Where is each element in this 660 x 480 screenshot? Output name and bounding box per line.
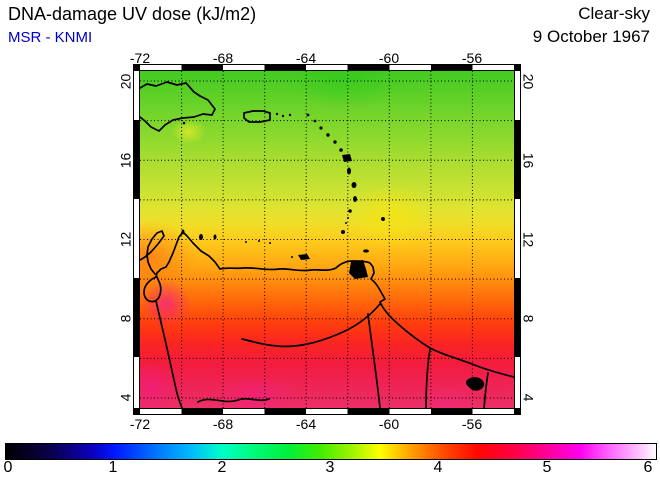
page-title: DNA-damage UV dose (kJ/m2) (8, 4, 257, 24)
st-lucia-island (353, 196, 357, 202)
lat-tick-label-west: 12 (117, 231, 134, 248)
map-overlay-svg (140, 71, 514, 408)
aruba-island (181, 229, 185, 235)
frame-band-west (134, 71, 140, 408)
border-suriname-guiana (483, 372, 489, 408)
river-lake-feature (466, 377, 485, 391)
lat-tick-label-east: 12 (520, 231, 537, 248)
south-america-coastline (140, 230, 514, 378)
lat-tick-label-east: 20 (520, 73, 537, 90)
colorbar (5, 443, 657, 460)
frame-band-east (514, 71, 520, 408)
frame-corner (134, 408, 140, 414)
data-source-label: MSR - KNMI (8, 29, 93, 46)
barbados-island (381, 217, 385, 221)
uv-dose-map (140, 71, 514, 408)
colorbar-tick-label: 4 (433, 459, 443, 476)
colorbar-gradient (6, 444, 656, 459)
islands (181, 112, 485, 391)
border-guyana-suriname (425, 348, 431, 408)
lat-tick-label-west: 16 (117, 152, 134, 169)
lon-tick-label-bottom: -72 (129, 416, 151, 432)
lon-tick-label-top: -56 (461, 50, 483, 66)
frame-corner (134, 65, 140, 71)
lat-tick-label-west: 20 (117, 73, 134, 90)
frame-corner (514, 408, 520, 414)
colorbar-tick-label: 1 (108, 459, 118, 476)
orinoco-river (241, 303, 381, 348)
lake-enriquillo (182, 121, 186, 125)
lon-tick-label-bottom: -64 (295, 416, 317, 432)
sky-condition-label: Clear-sky (578, 4, 650, 23)
river-southwest (197, 397, 270, 403)
lat-tick-label-west: 8 (117, 314, 134, 323)
lat-tick-label-east: 4 (520, 393, 537, 402)
lat-tick-label-east: 8 (520, 314, 537, 323)
lat-tick-label-west: 4 (117, 393, 134, 402)
martinique-island (351, 182, 357, 188)
lon-tick-label-top: -64 (295, 50, 317, 66)
colorbar-tick-label: 2 (217, 459, 227, 476)
lat-tick-label-east: 16 (520, 152, 537, 169)
guadeloupe-island (342, 154, 352, 162)
grid-lines (140, 71, 514, 408)
hispaniola-coastline (140, 81, 216, 132)
colorbar-tick-label: 3 (325, 459, 335, 476)
date-label: 9 October 1967 (532, 27, 650, 46)
frame-corner (514, 65, 520, 71)
lon-tick-label-bottom: -60 (378, 416, 400, 432)
coastlines (140, 81, 514, 408)
dominica-island (347, 167, 351, 175)
border-venezuela-guyana (367, 313, 381, 408)
colorbar-tick-label: 5 (542, 459, 552, 476)
lon-tick-label-top: -60 (378, 50, 400, 66)
lon-tick-label-bottom: -56 (461, 416, 483, 432)
curacao-island (199, 234, 203, 240)
puerto-rico-coastline (243, 110, 271, 123)
grenada-island (341, 230, 345, 234)
bonaire-island (213, 234, 217, 240)
map-frame (133, 64, 521, 415)
frame-band-bottom (140, 408, 514, 414)
tobago-island (363, 249, 369, 253)
colorbar-tick-label: 6 (643, 459, 653, 476)
colorbar-tick-label: 0 (3, 459, 13, 476)
trinidad-island (349, 260, 368, 279)
lon-tick-label-bottom: -68 (212, 416, 234, 432)
border-colombia-venezuela (155, 300, 183, 408)
lon-tick-label-top: -72 (129, 50, 151, 66)
frame-band-top (140, 65, 514, 71)
margarita-island (298, 254, 310, 260)
lon-tick-label-top: -68 (212, 50, 234, 66)
